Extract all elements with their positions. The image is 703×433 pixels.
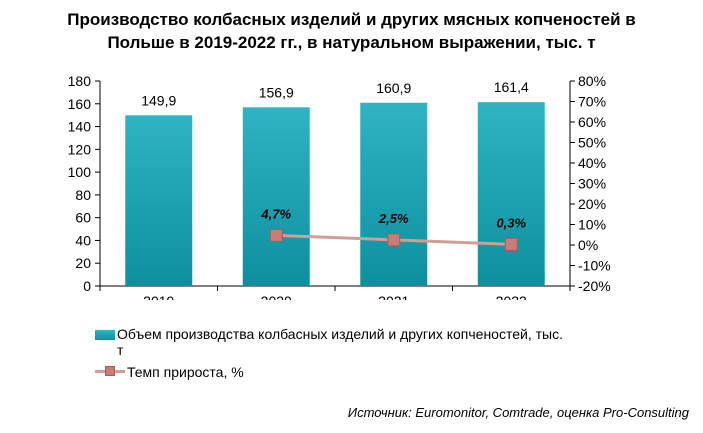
x-tick-label: 2019 <box>143 293 174 300</box>
y-left-tick-label: 160 <box>68 96 92 112</box>
legend-item-growth: Темп прироста, % <box>95 364 563 380</box>
legend-item-volume: Объем производства колбасных изделий и д… <box>95 326 563 358</box>
bar <box>477 102 545 286</box>
y-right-tick-label: 60% <box>578 114 606 130</box>
bar-data-label: 156,9 <box>259 84 294 100</box>
chart-title: Производство колбасных изделий и других … <box>0 8 703 54</box>
chart-title-line-2: Польше в 2019-2022 гг., в натуральном вы… <box>107 33 596 52</box>
y-right-tick-label: 20% <box>578 196 606 212</box>
growth-point <box>504 237 518 251</box>
y-left-tick-label: 120 <box>68 141 92 157</box>
chart-plot: 0 20 40 60 80 100 120 140 160 180 -20% -10% 0% 10% 20%… <box>68 73 611 300</box>
y-right-tick-label: 80% <box>578 73 606 89</box>
source-note: Источник: Euromonitor, Comtrade, оценка … <box>347 405 689 420</box>
bar-data-label: 160,9 <box>376 80 411 96</box>
legend-label-volume: Объем производства колбасных изделий и д… <box>117 326 563 358</box>
y-left-tick-label: 100 <box>68 164 92 180</box>
bar <box>360 102 428 286</box>
growth-data-label: 0,3% <box>496 215 526 230</box>
y-right-tick-label: -10% <box>578 258 611 274</box>
y-right-tick-label: 30% <box>578 176 606 192</box>
y-left-tick-label: 0 <box>83 278 91 294</box>
y-right-tick-label: 50% <box>578 135 606 151</box>
y-right-tick-label: 70% <box>578 94 606 110</box>
y-left-tick-label: 40 <box>75 232 91 248</box>
legend-label-volume-line-2: т <box>117 342 124 358</box>
legend-label-growth: Темп прироста, % <box>127 364 244 380</box>
legend-swatch-line <box>95 364 125 378</box>
bar-data-label: 149,9 <box>141 92 176 108</box>
x-tick-label: 2022 <box>496 293 527 300</box>
growth-data-label: 2,5% <box>378 211 409 226</box>
y-left-tick-label: 180 <box>68 73 92 89</box>
y-left-tick-label: 80 <box>75 187 91 203</box>
y-right-tick-label: 10% <box>578 217 606 233</box>
y-left-tick-label: 20 <box>75 255 91 271</box>
y-left-tick-label: 60 <box>75 210 91 226</box>
bar <box>242 107 310 286</box>
bar-data-label: 161,4 <box>494 79 529 95</box>
legend-swatch-bar <box>95 330 115 340</box>
bar <box>125 115 193 287</box>
growth-data-label: 4,7% <box>260 206 291 221</box>
y-right-tick-label: 40% <box>578 155 606 171</box>
x-tick-label: 2020 <box>261 293 292 300</box>
y-right-tick-label: 0% <box>578 237 598 253</box>
y-right-tick-label: -20% <box>578 278 611 294</box>
x-tick-label: 2021 <box>378 293 409 300</box>
growth-point <box>387 233 401 247</box>
chart-title-line-1: Производство колбасных изделий и других … <box>67 10 636 29</box>
legend-label-volume-line-1: Объем производства колбасных изделий и д… <box>117 326 563 342</box>
growth-point <box>269 228 283 242</box>
y-left-tick-label: 140 <box>68 119 92 135</box>
chart-legend: Объем производства колбасных изделий и д… <box>95 326 563 380</box>
